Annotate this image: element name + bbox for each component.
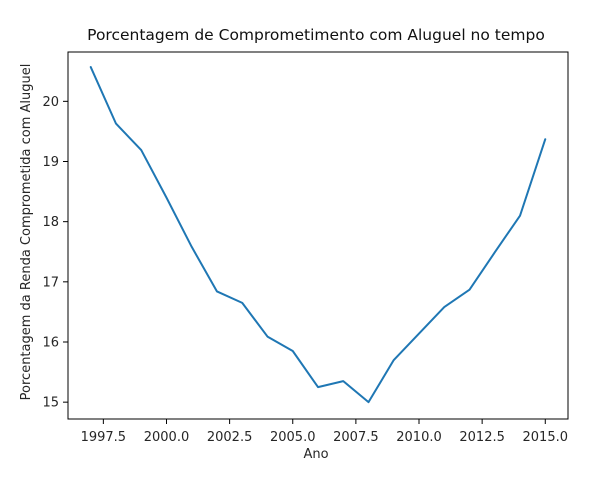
x-tick-label: 2000.0 <box>144 430 190 445</box>
y-tick-label: 19 <box>42 155 59 170</box>
x-tick-label: 1997.5 <box>81 430 127 445</box>
axes-frame <box>67 51 569 420</box>
y-tick-label: 17 <box>42 275 59 290</box>
y-tick-label: 20 <box>42 95 59 110</box>
plot-area: 1997.5 2000.0 2002.5 2005.0 2007.5 2010.0 2012… <box>42 51 569 445</box>
y-tick-label: 15 <box>42 396 59 411</box>
x-axis-label: Ano <box>303 447 328 462</box>
x-tick-label: 2010.0 <box>396 430 442 445</box>
y-tick-label: 16 <box>42 335 59 350</box>
x-tick-label: 2005.0 <box>270 430 316 445</box>
x-tick-label: 2015.0 <box>523 430 569 445</box>
x-tick-label: 2007.5 <box>333 430 379 445</box>
chart-title: Porcentagem de Comprometimento com Alugu… <box>87 26 545 44</box>
y-axis-label: Porcentagem da Renda Comprometida com Al… <box>19 64 34 401</box>
x-tick-label: 2002.5 <box>207 430 253 445</box>
series-line-0 <box>89 66 547 404</box>
y-tick-label: 18 <box>42 215 59 230</box>
x-tick-label: 2012.5 <box>459 430 505 445</box>
